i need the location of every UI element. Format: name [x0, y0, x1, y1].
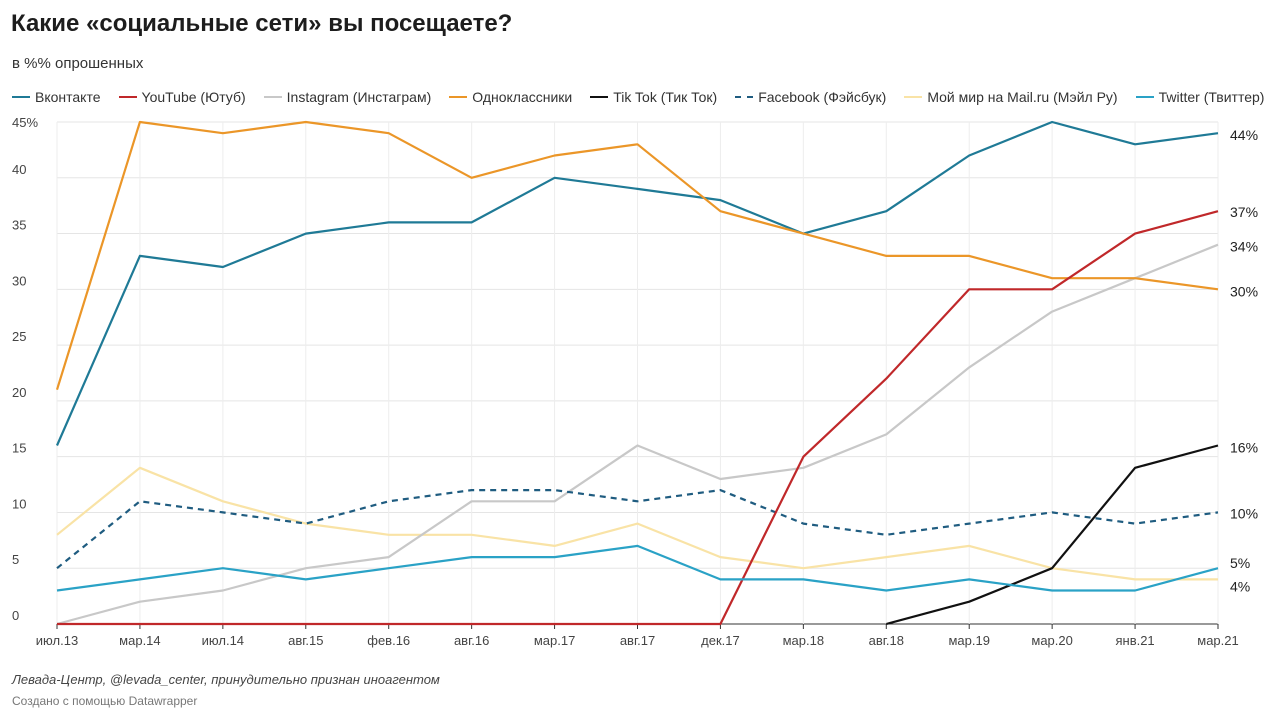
- legend-item-вконтакте: Вконтакте: [12, 89, 101, 105]
- legend-item-мой-мир-на-mail-ru-мэйл-ру: Мой мир на Mail.ru (Мэйл Ру): [904, 89, 1118, 105]
- series-line-instagram-инстаграм: [56, 243, 1219, 626]
- x-tick-label: фев.16: [367, 633, 410, 648]
- legend-label: Одноклассники: [472, 89, 573, 105]
- y-tick-label: 35: [12, 218, 26, 233]
- series-line-мой-мир-на-mail-ru-мэйл-ру: [56, 466, 1218, 581]
- legend-label: Instagram (Инстаграм): [286, 89, 432, 105]
- y-tick-label: 10: [12, 496, 26, 511]
- legend-item-facebook-фэйсбук: Facebook (Фэйсбук): [735, 89, 886, 105]
- x-tick-label: июл.14: [202, 633, 244, 648]
- legend-label: Мой мир на Mail.ru (Мэйл Ру): [927, 89, 1118, 105]
- legend-item-twitter-твиттер: Twitter (Твиттер): [1135, 89, 1265, 105]
- legend: Вконтакте YouTube (Ютуб) Instagram (Инстаг…: [12, 89, 1264, 105]
- legend-swatch: [449, 96, 468, 98]
- y-tick-label: 0: [12, 608, 19, 623]
- y-tick-label: 20: [12, 385, 26, 400]
- legend-label: Facebook (Фэйсбук): [758, 89, 887, 105]
- series-line-вконтакте: [55, 120, 1219, 446]
- legend-label: YouTube (Ютуб): [141, 89, 246, 105]
- legend-swatch: [263, 96, 282, 98]
- x-tick-label: авг.17: [620, 633, 655, 648]
- legend-label: Вконтакте: [35, 89, 101, 105]
- end-label-twitter-твиттер: 5%: [1230, 555, 1250, 571]
- legend-swatch: [118, 96, 137, 98]
- legend-item-youtube-ютуб: YouTube (Ютуб): [118, 89, 246, 105]
- y-tick-label: 25: [12, 329, 26, 344]
- y-tick-label: 45%: [12, 115, 38, 130]
- x-tick-label: июл.13: [36, 633, 78, 648]
- legend-swatch: [590, 96, 609, 98]
- x-tick-label: авг.16: [454, 633, 489, 648]
- x-tick-label: авг.15: [288, 633, 323, 648]
- source-note: Левада-Центр, @levada_center, принудител…: [12, 672, 440, 687]
- x-tick-label: мар.20: [1031, 633, 1072, 648]
- legend-item-tik-tok-тик-ток: Tik Tok (Тик Ток): [590, 89, 717, 105]
- chart-subtitle: в %% опрошенных: [12, 55, 144, 72]
- end-label-вконтакте: 44%: [1230, 127, 1258, 143]
- legend-item-одноклассники: Одноклассники: [449, 89, 572, 105]
- y-tick-label: 30: [12, 273, 26, 288]
- y-tick-label: 40: [12, 162, 26, 177]
- legend-label: Twitter (Твиттер): [1158, 89, 1265, 105]
- end-label-facebook-фэйсбук: 10%: [1230, 505, 1258, 521]
- x-tick-label: мар.18: [783, 633, 824, 648]
- x-tick-label: янв.21: [1115, 633, 1154, 648]
- legend-item-instagram-инстаграм: Instagram (Инстаграм): [263, 89, 432, 105]
- legend-swatch: [904, 96, 923, 98]
- legend-swatch: [1135, 96, 1154, 98]
- series-line-twitter-твиттер: [56, 544, 1219, 592]
- credit-note: Создано с помощью Datawrapper: [12, 694, 198, 708]
- legend-swatch: [12, 96, 30, 98]
- end-label-instagram-инстаграм: 34%: [1230, 239, 1258, 255]
- x-tick-label: мар.21: [1197, 633, 1238, 648]
- end-label-мой-мир-на-mail-ru-мэйл-ру: 4%: [1230, 578, 1250, 594]
- x-tick-label: авг.18: [869, 633, 904, 648]
- x-tick-label: дек.17: [701, 633, 740, 648]
- x-tick-label: мар.14: [119, 633, 160, 648]
- end-label-youtube-ютуб: 37%: [1230, 204, 1258, 220]
- legend-label: Tik Tok (Тик Ток): [613, 89, 718, 105]
- chart-title: Какие «социальные сети» вы посещаете?: [11, 10, 513, 37]
- x-tick-label: мар.17: [534, 633, 575, 648]
- end-label-tik-tok-тик-ток: 16%: [1230, 440, 1258, 456]
- y-tick-label: 5: [12, 552, 19, 567]
- series-line-facebook-фэйсбук: [56, 489, 1219, 570]
- y-tick-label: 15: [12, 441, 26, 456]
- legend-swatch: [735, 96, 754, 98]
- x-tick-label: мар.19: [948, 633, 989, 648]
- series-line-youtube-ютуб: [57, 210, 1219, 626]
- end-label-одноклассники: 30%: [1230, 283, 1258, 299]
- series-line-tik-tok-тик-ток: [886, 444, 1219, 626]
- series-line-одноклассники: [55, 120, 1219, 391]
